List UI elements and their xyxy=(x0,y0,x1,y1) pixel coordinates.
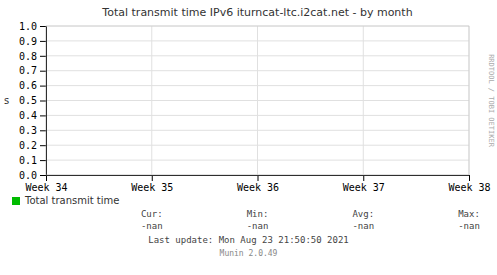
x-tick: Week 37 xyxy=(343,175,385,193)
y-tick-mark xyxy=(40,71,46,72)
y-tick-label: 0.8 xyxy=(19,51,37,62)
x-tick-label: Week 38 xyxy=(448,182,490,193)
y-tick-mark xyxy=(40,56,46,57)
chart: 0.0 0.1 0.2 0.3 0.4 0.5 0.6 0.7 0.8 0.9 1.0 Week 34… xyxy=(0,0,497,275)
y-tick-mark xyxy=(40,160,46,161)
y-tick-label: 0.1 xyxy=(19,155,37,166)
y-tick-label: 0.6 xyxy=(19,80,37,91)
legend-swatch xyxy=(12,197,20,205)
y-tick: 0.9 xyxy=(19,36,46,47)
y-tick: 0.7 xyxy=(19,65,46,76)
x-tick-mark xyxy=(258,175,259,181)
stats-value: -nan xyxy=(352,221,374,231)
grid-line-x xyxy=(151,26,152,175)
grid-line-x xyxy=(363,26,364,175)
legend: Total transmit time xyxy=(12,195,119,206)
y-tick-label: 1.0 xyxy=(19,21,37,32)
stats-header: Min: xyxy=(247,209,269,219)
x-tick-mark xyxy=(363,175,364,181)
watermark: RRDTOOL / TOBI OETIKER xyxy=(487,54,495,148)
y-tick-label: 0.4 xyxy=(19,110,37,121)
y-tick: 1.0 xyxy=(19,21,46,32)
y-tick: 0.4 xyxy=(19,110,46,121)
y-tick: 0.0 xyxy=(19,170,46,181)
y-tick: 0.2 xyxy=(19,140,46,151)
y-tick: 0.8 xyxy=(19,51,46,62)
y-tick-label: 0.2 xyxy=(19,140,37,151)
y-tick: 0.1 xyxy=(19,155,46,166)
legend-label: Total transmit time xyxy=(24,195,119,206)
y-tick: 0.3 xyxy=(19,125,46,136)
grid-line-x xyxy=(257,26,258,175)
stats-value: -nan xyxy=(141,221,163,231)
title: Total transmit time IPv6 iturncat-ltc.i2… xyxy=(101,6,412,19)
x-tick: Week 38 xyxy=(448,175,490,193)
y-tick-mark xyxy=(40,41,46,42)
x-tick: Week 34 xyxy=(25,175,67,193)
y-tick-mark xyxy=(40,130,46,131)
y-axis-label: s xyxy=(4,95,9,106)
y-tick-mark xyxy=(40,26,46,27)
y-tick-mark xyxy=(40,101,46,102)
y-tick-mark xyxy=(40,145,46,146)
y-tick-label: 0.9 xyxy=(19,36,37,47)
last-update: Last update: Mon Aug 23 21:50:50 2021 xyxy=(148,235,348,245)
y-axis-line xyxy=(40,27,47,176)
y-tick-label: 0.5 xyxy=(19,95,37,106)
x-tick-label: Week 36 xyxy=(237,182,279,193)
plot-frame xyxy=(46,26,469,175)
x-tick-label: Week 37 xyxy=(343,182,385,193)
stats-header: Max: xyxy=(458,209,480,219)
x-axis-line xyxy=(47,176,470,182)
plot: 0.0 0.1 0.2 0.3 0.4 0.5 0.6 0.7 0.8 0.9 1.0 Week 34… xyxy=(19,21,491,193)
y-tick: 0.5 xyxy=(19,95,46,106)
y-tick-label: 0.3 xyxy=(19,125,37,136)
y-tick: 0.6 xyxy=(19,80,46,91)
x-tick-mark xyxy=(46,175,47,181)
x-tick: Week 35 xyxy=(131,175,173,193)
x-axis: Week 34 Week 35 Week 36 Week 37 Week 38 xyxy=(25,175,490,193)
stats-header: Cur: xyxy=(141,209,163,219)
y-tick-label: 0.0 xyxy=(19,170,37,181)
x-tick-mark xyxy=(152,175,153,181)
stats-header: Avg: xyxy=(352,209,374,219)
x-tick-label: Week 34 xyxy=(25,182,67,193)
version-label: Munin 2.0.49 xyxy=(220,249,278,258)
stats-value: -nan xyxy=(458,221,480,231)
grid xyxy=(46,26,469,175)
y-tick-mark xyxy=(40,115,46,116)
stats-value: -nan xyxy=(247,221,269,231)
x-tick: Week 36 xyxy=(237,175,279,193)
y-tick-mark xyxy=(40,175,46,176)
x-tick-mark xyxy=(469,175,470,181)
annotations: Cur: Min: Avg: Max: -nan -nan -nan -nan Last upd… xyxy=(141,54,495,257)
y-tick-label: 0.7 xyxy=(19,65,37,76)
y-tick-mark xyxy=(40,86,46,87)
x-tick-label: Week 35 xyxy=(131,182,173,193)
y-axis: 0.0 0.1 0.2 0.3 0.4 0.5 0.6 0.7 0.8 0.9 1.0 xyxy=(19,21,47,181)
